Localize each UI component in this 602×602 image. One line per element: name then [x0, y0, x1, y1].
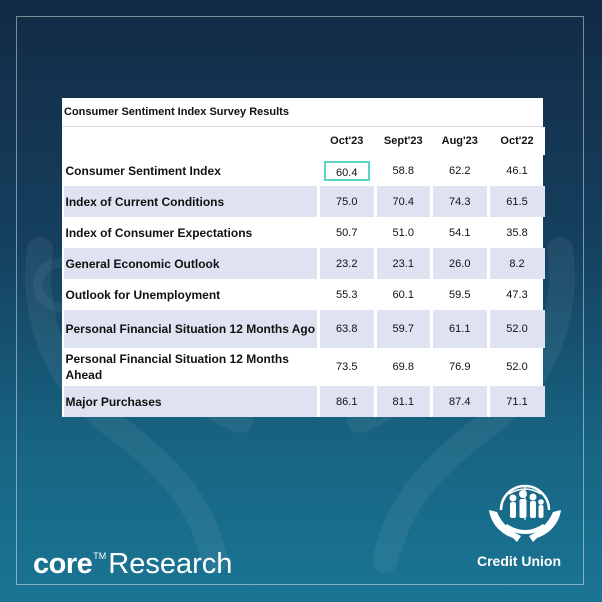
table-row: Index of Consumer Expectations 50.7 51.0… — [64, 217, 545, 248]
row-label: Index of Consumer Expectations — [65, 225, 253, 240]
row-label: Personal Financial Situation 12 Months A… — [65, 352, 289, 382]
value-cell: 46.1 — [486, 155, 545, 186]
table-row: Outlook for Unemployment 55.3 60.1 59.5 … — [64, 279, 545, 310]
row-label: Personal Financial Situation 12 Months A… — [63, 310, 319, 348]
header-label-cell — [62, 127, 319, 155]
table-title: Consumer Sentiment Index Survey Results — [62, 98, 543, 127]
brand-research-word: Research — [108, 548, 233, 580]
value-cell: 50.7 — [317, 217, 375, 248]
row-label: Index of Current Conditions — [63, 186, 319, 217]
row-label: Outlook for Unemployment — [65, 287, 221, 302]
table-row: Consumer Sentiment Index 60.4 58.8 62.2 … — [64, 155, 545, 186]
value-cell: 23.2 — [317, 248, 375, 279]
value-cell: 60.4 — [317, 155, 375, 186]
value-cell: 26.0 — [430, 248, 488, 279]
trademark-mark: TM — [93, 551, 107, 561]
value-cell: 70.4 — [373, 186, 432, 217]
value-cell: 60.1 — [373, 279, 432, 310]
value-cell: 55.3 — [317, 279, 375, 310]
value-cell: 54.1 — [430, 217, 488, 248]
value-cell: 87.4 — [430, 386, 488, 417]
value-cell: 61.1 — [430, 310, 488, 348]
table-row: Major Purchases 86.1 81.1 87.4 71.1 — [63, 386, 545, 417]
highlighted-value: 60.4 — [323, 160, 370, 181]
value-cell: 73.5 — [317, 348, 375, 386]
value-cell: 74.3 — [430, 186, 488, 217]
value-cell: 59.7 — [373, 310, 432, 348]
credit-union-label: Credit Union — [477, 553, 561, 569]
hands-family-icon — [489, 484, 561, 542]
value-cell: 61.5 — [486, 186, 545, 217]
value-cell: 59.5 — [430, 279, 488, 310]
value-cell: 71.1 — [486, 386, 545, 417]
value-cell: 75.0 — [317, 186, 375, 217]
column-header: Aug'23 — [430, 127, 488, 155]
survey-results-table: Oct'23 Sept'23 Aug'23 Oct'22 Consumer Se… — [62, 127, 545, 417]
value-cell: 62.2 — [430, 155, 488, 186]
value-cell: 52.0 — [486, 310, 545, 348]
row-label: General Economic Outlook — [63, 248, 319, 279]
value-cell: 23.1 — [373, 248, 432, 279]
value-cell: 8.2 — [486, 248, 545, 279]
value-cell: 51.0 — [373, 217, 432, 248]
value-cell: 86.1 — [317, 386, 375, 417]
table-row: General Economic Outlook 23.2 23.1 26.0 … — [63, 248, 545, 279]
survey-results-card: Consumer Sentiment Index Survey Results … — [62, 98, 545, 417]
column-header: Oct'23 — [317, 127, 375, 155]
table-header-row: Oct'23 Sept'23 Aug'23 Oct'22 — [62, 127, 545, 155]
brand-core-word: core — [33, 548, 93, 580]
value-cell: 58.8 — [373, 155, 432, 186]
column-header: Sept'23 — [373, 127, 432, 155]
value-cell: 81.1 — [373, 386, 432, 417]
value-cell: 69.8 — [373, 348, 432, 386]
value-cell: 47.3 — [486, 279, 545, 310]
value-cell: 63.8 — [317, 310, 375, 348]
table-row: Personal Financial Situation 12 Months A… — [64, 348, 545, 386]
table-row: Index of Current Conditions 75.0 70.4 74… — [63, 186, 545, 217]
value-cell: 52.0 — [486, 348, 545, 386]
core-research-logo: coreTMResearch — [33, 538, 232, 582]
table-row: Personal Financial Situation 12 Months A… — [63, 310, 545, 348]
row-label: Consumer Sentiment Index — [65, 163, 221, 178]
column-header: Oct'22 — [486, 127, 545, 155]
value-cell: 76.9 — [430, 348, 488, 386]
value-cell: 35.8 — [486, 217, 545, 248]
row-label: Major Purchases — [63, 386, 319, 417]
